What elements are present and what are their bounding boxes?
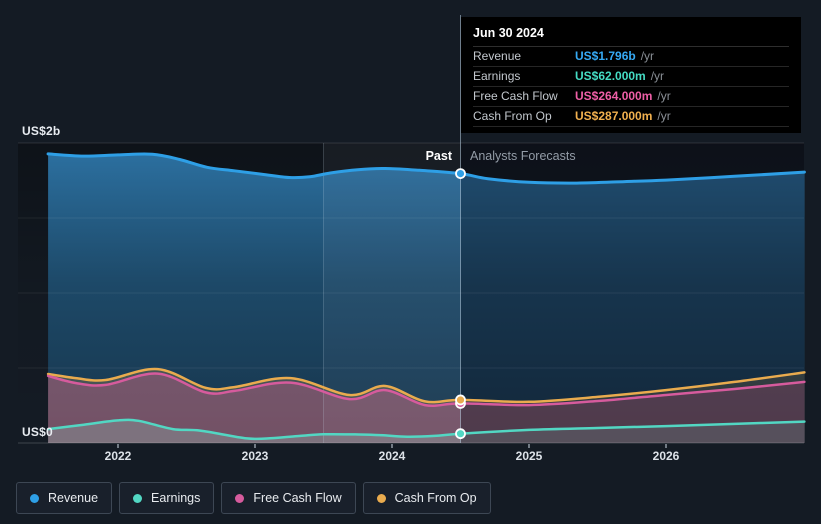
tooltip-suffix: /yr <box>640 49 655 63</box>
tooltip-value: US$264.000m <box>575 89 653 103</box>
tooltip-value: US$287.000m <box>575 109 653 123</box>
x-axis-year-label: 2024 <box>378 449 406 463</box>
legend-item-revenue[interactable]: Revenue <box>16 482 113 514</box>
tooltip-label: Earnings <box>473 69 521 83</box>
tooltip-value: US$1.796b <box>575 49 636 63</box>
tooltip-label: Free Cash Flow <box>473 89 558 103</box>
y-axis-top-label: US$2b <box>22 124 61 138</box>
legend-label: Earnings <box>151 491 201 505</box>
tooltip-label: Revenue <box>473 49 522 63</box>
x-axis-year-label: 2023 <box>241 449 269 463</box>
earnings-dot-icon <box>133 493 143 503</box>
tooltip-suffix: /yr <box>657 89 671 103</box>
tooltip-row-revenue: Revenue US$1.796b /yr <box>473 47 789 67</box>
revenue-line <box>46 152 806 185</box>
hover-highlight-band <box>323 143 461 443</box>
datapoint-tooltip: Jun 30 2024 Revenue US$1.796b /yr Earnin… <box>461 17 801 133</box>
tooltip-suffix: /yr <box>657 109 671 123</box>
legend-item-earnings[interactable]: Earnings <box>119 482 215 514</box>
x-axis-year-label: 2025 <box>515 449 543 463</box>
revenue-area <box>48 153 805 443</box>
revenue-marker <box>455 168 466 180</box>
free-cash-flow-dot-icon <box>235 493 245 503</box>
free-cash-flow-line <box>46 372 806 408</box>
tooltip-value: US$62.000m <box>575 69 646 83</box>
tooltip-date: Jun 30 2024 <box>473 22 789 47</box>
tooltip-suffix: /yr <box>650 69 665 83</box>
legend-label: Free Cash Flow <box>253 491 342 505</box>
legend-label: Revenue <box>48 491 99 505</box>
cash-from-op-line <box>46 367 806 404</box>
tooltip-row-earnings: Earnings US$62.000m /yr <box>473 67 789 87</box>
x-axis-year-label: 2026 <box>652 449 680 463</box>
legend-item-cash-from-op[interactable]: Cash From Op <box>362 482 491 514</box>
past-zone-label: Past <box>425 149 452 163</box>
y-axis-bottom-label: US$0 <box>22 425 53 439</box>
x-axis-year-label: 2022 <box>104 449 132 463</box>
earnings-marker <box>455 428 466 440</box>
tooltip-row-free-cash-flow: Free Cash Flow US$264.000m /yr <box>473 87 789 107</box>
tooltip-row-cash-from-op: Cash From Op US$287.000m /yr <box>473 107 789 127</box>
earnings-line <box>46 418 806 441</box>
tooltip-label: Cash From Op <box>473 109 552 123</box>
legend-label: Cash From Op <box>394 491 477 505</box>
legend-item-free-cash-flow[interactable]: Free Cash Flow <box>221 482 356 514</box>
revenue-dot-icon <box>30 493 39 503</box>
cash-from-op-dot-icon <box>376 493 386 503</box>
analysts-forecasts-zone-label: Analysts Forecasts <box>470 149 576 163</box>
cash-from-op-marker <box>455 394 466 406</box>
chart-legend: Revenue Earnings Free Cash Flow Cash Fro… <box>16 482 491 514</box>
